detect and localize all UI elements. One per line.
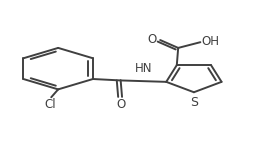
Text: S: S xyxy=(190,96,198,109)
Text: OH: OH xyxy=(202,35,220,48)
Text: Cl: Cl xyxy=(44,98,56,111)
Text: HN: HN xyxy=(135,62,152,75)
Text: O: O xyxy=(116,98,125,111)
Text: O: O xyxy=(148,33,157,46)
